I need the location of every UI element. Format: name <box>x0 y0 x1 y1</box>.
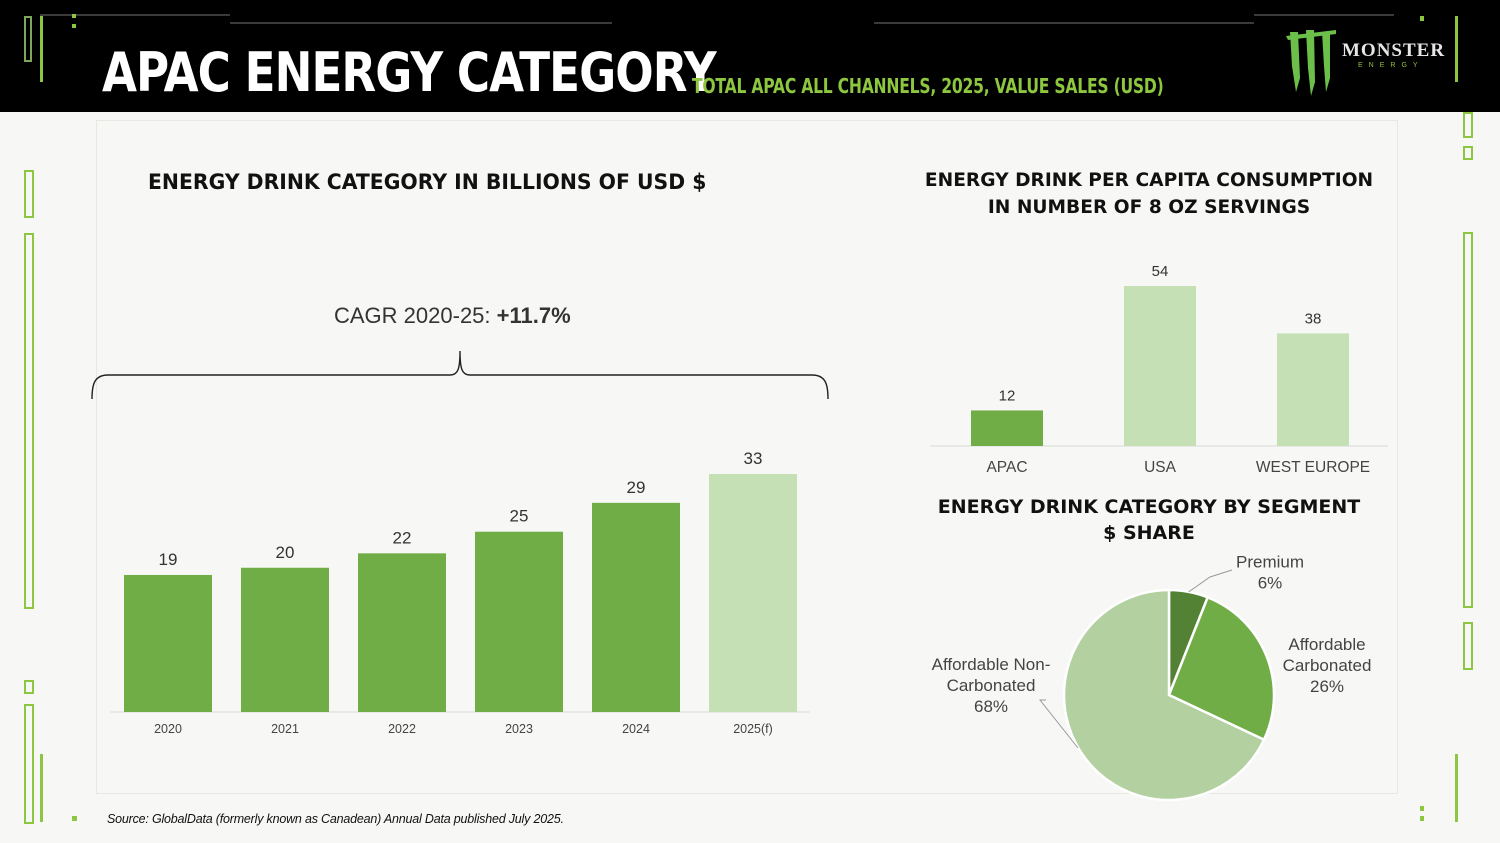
segment-pie-chart: Premium 6% Affordable Carbonated 26% Affordab… <box>932 553 1372 802</box>
source-footnote: Source: GlobalData (formerly known as Ca… <box>107 812 564 826</box>
logo-wordmark: MONSTER <box>1342 40 1446 61</box>
page-subtitle: TOTAL APAC ALL CHANNELS, 2025, VALUE SAL… <box>692 74 1164 98</box>
x-tick-label: 2024 <box>622 722 650 736</box>
bar-value-label: 25 <box>510 507 529 526</box>
bar-2020 <box>124 574 212 712</box>
cagr-label: CAGR 2020-25: <box>334 303 497 328</box>
per-capita-title-line2: IN NUMBER OF 8 OZ SERVINGS <box>987 196 1311 218</box>
bar-apac <box>971 410 1043 446</box>
right-decor-frame <box>1463 146 1473 160</box>
decor-dot <box>72 816 77 821</box>
bar-value-label: 19 <box>159 550 178 569</box>
cagr-value: +11.7% <box>496 303 571 328</box>
header-decor-line <box>1254 14 1394 16</box>
x-tick-label: 2020 <box>154 722 182 736</box>
decor-dot <box>1420 816 1424 821</box>
per-capita-bar-chart: 12 APAC 54 USA 38 WEST EUROPE <box>930 263 1388 476</box>
cagr-annotation: CAGR 2020-25: +11.7% <box>334 303 571 329</box>
x-tick-label: 2022 <box>388 722 416 736</box>
header-decor-line <box>230 22 612 24</box>
bar-2022 <box>358 553 446 712</box>
pie-slice <box>1062 588 1266 802</box>
bar-value-label: 38 <box>1305 310 1322 327</box>
bar-2021 <box>241 567 329 712</box>
header-decor-dot <box>72 14 76 18</box>
header-decor-dot <box>72 24 76 28</box>
left-decor-frame <box>24 170 34 218</box>
bar-value-label: 12 <box>999 387 1016 404</box>
x-tick-label: 2023 <box>505 722 533 736</box>
bar-value-label: 33 <box>744 449 763 468</box>
monster-energy-logo: MONSTER ENERGY <box>1284 26 1454 100</box>
left-decor-bar <box>40 754 43 822</box>
per-capita-title-line1: ENERGY DRINK PER CAPITA CONSUMPTION <box>924 169 1374 191</box>
cagr-brace <box>91 350 829 400</box>
decor-dot <box>1420 806 1424 811</box>
right-decor-frame <box>1463 112 1473 138</box>
x-tick-label: USA <box>1144 459 1177 476</box>
pie-slice-label: Premium 6% <box>1236 553 1304 593</box>
logo-subtext: ENERGY <box>1358 62 1424 69</box>
right-decor-bar <box>1455 754 1458 822</box>
header-decor-bar <box>40 16 43 82</box>
header-decor-bar <box>1455 16 1458 82</box>
left-decor-frame <box>24 704 34 824</box>
monster-claw-icon <box>1286 30 1336 96</box>
left-decor-frame <box>24 680 34 694</box>
x-tick-label: WEST EUROPE <box>1256 459 1370 476</box>
bar-value-label: 54 <box>1152 263 1169 280</box>
pie-leader-line <box>1188 569 1233 593</box>
pie-slice-label: Affordable Non-Carbonated 68% <box>932 655 1051 716</box>
bar-2024 <box>592 502 680 712</box>
right-decor-frame <box>1463 232 1473 608</box>
category-chart-title: ENERGY DRINK CATEGORY IN BILLIONS OF USD… <box>148 170 707 194</box>
bar-usa <box>1124 286 1196 446</box>
bar-value-label: 29 <box>627 478 646 497</box>
x-tick-label: APAC <box>986 459 1027 476</box>
header-decor-frame <box>24 16 32 62</box>
x-tick-label: 2021 <box>271 722 299 736</box>
pie-slice-label: Affordable Carbonated 26% <box>1283 635 1372 696</box>
bar-2023 <box>475 531 563 712</box>
left-decor-frame <box>24 233 34 609</box>
background-frame <box>96 120 1398 794</box>
bar-west-europe <box>1277 333 1349 446</box>
header-decor-line <box>874 22 1254 24</box>
pie-leader-line <box>1038 699 1079 749</box>
bar-value-label: 20 <box>276 543 295 562</box>
segment-title-line1: ENERGY DRINK CATEGORY BY SEGMENT <box>937 496 1361 518</box>
segment-title-line2: $ SHARE <box>1103 522 1195 544</box>
right-decor-frame <box>1463 622 1473 670</box>
bar-2025(f) <box>709 474 797 712</box>
header-decor-line <box>40 14 230 16</box>
header-bar: APAC ENERGY CATEGORY TOTAL APAC ALL CHAN… <box>0 0 1500 112</box>
x-tick-label: 2025(f) <box>733 722 773 736</box>
pie-slice <box>1167 595 1276 742</box>
bar-value-label: 22 <box>393 528 412 547</box>
header-decor-dot <box>1420 16 1424 21</box>
page-title: APAC ENERGY CATEGORY <box>102 41 717 104</box>
